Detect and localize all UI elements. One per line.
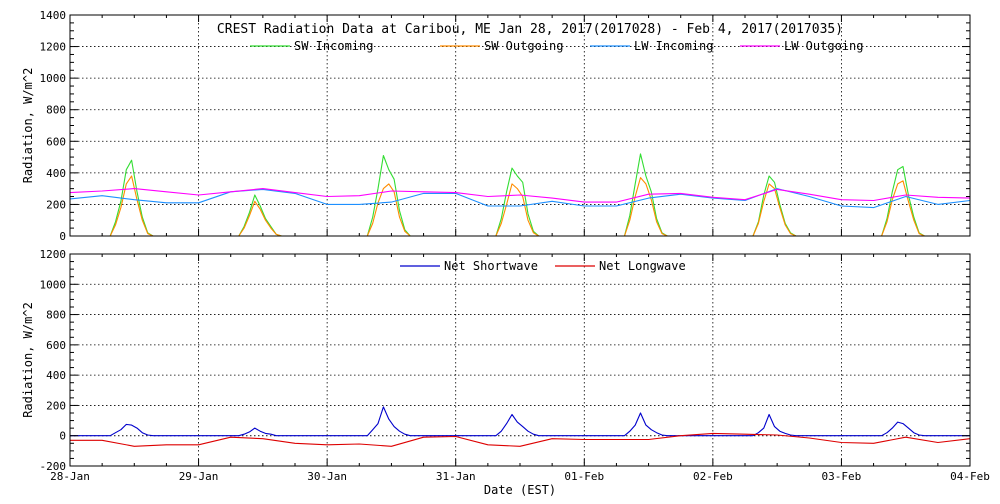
bottom-y-axis-label: Radiation, W/m^2 xyxy=(21,302,35,418)
x-tick-label: 04-Feb xyxy=(950,470,990,483)
series-line-net-longwave xyxy=(70,432,971,447)
y-tick-label: 200 xyxy=(46,198,66,211)
y-tick-label: 1000 xyxy=(40,72,67,85)
y-tick-label: 1200 xyxy=(40,41,67,54)
y-tick-label: 400 xyxy=(46,167,66,180)
bottom-panel: -200 0 200 400 600 800 1000 1200 Radiation, W/m… xyxy=(21,248,990,497)
x-tick-label: 28-Jan xyxy=(50,470,90,483)
series-line-lw-outgoing xyxy=(69,188,971,203)
legend-label: LW Incoming xyxy=(634,39,713,53)
x-tick-labels: 28-Jan 29-Jan 30-Jan 31-Jan 01-Feb 02-Feb 03-F… xyxy=(50,470,990,483)
y-tick-label: 200 xyxy=(46,399,66,412)
y-tick-label: 600 xyxy=(46,339,66,352)
series-line-net-shortwave xyxy=(70,406,970,437)
chart-title: CREST Radiation Data at Caribou, ME Jan … xyxy=(217,22,843,37)
bottom-panel-ticks: -200 0 200 400 600 800 1000 1200 xyxy=(40,248,971,473)
y-tick-label: -200 xyxy=(40,460,67,473)
top-legend: SW Incoming SW Outgoing LW Incoming LW Outg… xyxy=(250,39,863,53)
legend-label: SW Incoming xyxy=(294,39,373,53)
x-tick-label: 31-Jan xyxy=(436,470,476,483)
y-tick-label: 400 xyxy=(46,369,66,382)
y-tick-label: 0 xyxy=(59,230,66,243)
series-line-lw-incoming xyxy=(69,188,971,209)
y-tick-label: 1400 xyxy=(40,9,67,22)
bottom-legend: Net Shortwave Net Longwave xyxy=(400,259,686,273)
top-panel-ticks: 0 200 400 600 800 1000 1200 1400 xyxy=(40,9,971,243)
bottom-panel-series xyxy=(70,406,971,447)
legend-label: Net Longwave xyxy=(599,259,686,273)
legend-label: Net Shortwave xyxy=(444,259,538,273)
x-tick-label: 01-Feb xyxy=(564,470,604,483)
y-tick-label: 1000 xyxy=(40,278,67,291)
x-tick-label: 02-Feb xyxy=(693,470,733,483)
x-axis-label: Date (EST) xyxy=(484,483,556,497)
x-tick-label: 30-Jan xyxy=(307,470,347,483)
y-tick-label: 1200 xyxy=(40,248,67,261)
top-y-axis-label: Radiation, W/m^2 xyxy=(21,68,35,184)
y-tick-label: 800 xyxy=(46,104,66,117)
top-panel: 0 200 400 600 800 1000 1200 1400 CREST Radiatio… xyxy=(21,9,971,243)
y-tick-label: 600 xyxy=(46,135,66,148)
legend-label: LW Outgoing xyxy=(784,39,863,53)
x-tick-label: 29-Jan xyxy=(179,470,219,483)
legend-label: SW Outgoing xyxy=(484,39,563,53)
x-tick-label: 03-Feb xyxy=(822,470,862,483)
bottom-panel-grid xyxy=(70,254,970,466)
y-tick-label: 0 xyxy=(59,430,66,443)
y-tick-label: 800 xyxy=(46,309,66,322)
